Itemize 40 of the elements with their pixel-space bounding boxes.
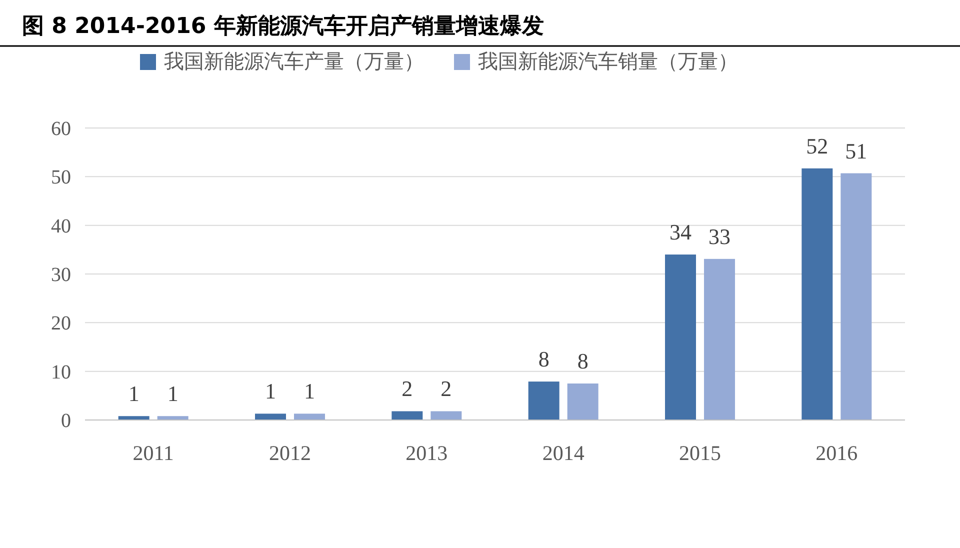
- bar: [840, 173, 872, 420]
- bar: [294, 414, 325, 420]
- bar: [665, 254, 696, 420]
- bar: [255, 414, 286, 420]
- data-label: 2: [402, 376, 413, 402]
- data-label: 1: [128, 381, 140, 406]
- bar: [118, 416, 150, 420]
- y-tick-label: 50: [51, 166, 71, 189]
- x-tick-label: 2015: [679, 441, 721, 465]
- data-label: 8: [577, 348, 588, 374]
- bar: [567, 384, 598, 420]
- y-tick-label: 20: [51, 312, 71, 335]
- data-label: 1: [304, 378, 315, 404]
- bar: [528, 382, 560, 420]
- bar: [392, 411, 423, 420]
- data-label: 34: [670, 220, 692, 245]
- data-label: 1: [265, 378, 276, 404]
- bar: [802, 168, 833, 420]
- x-tick-label: 2012: [269, 441, 311, 465]
- data-label: 33: [708, 224, 730, 249]
- bar: [430, 411, 462, 420]
- data-label: 52: [806, 133, 828, 158]
- y-tick-label: 40: [51, 215, 71, 238]
- y-tick-label: 0: [61, 410, 71, 432]
- x-tick-label: 2011: [132, 441, 174, 465]
- bar: [157, 416, 188, 420]
- data-label: 51: [845, 138, 868, 164]
- x-tick-label: 2016: [816, 441, 858, 465]
- y-tick-label: 10: [51, 361, 71, 384]
- bar: [704, 258, 735, 420]
- legend-label: 我国新能源汽车产量（万量）: [164, 49, 424, 73]
- data-label: 2: [440, 376, 452, 402]
- x-tick-label: 2013: [406, 441, 448, 465]
- data-label: 1: [167, 381, 178, 406]
- x-tick-label: 2014: [542, 441, 585, 465]
- legend-label: 我国新能源汽车销量（万量）: [478, 49, 738, 73]
- y-tick-label: 60: [51, 118, 71, 140]
- y-tick-label: 30: [51, 264, 71, 286]
- chart-title: 图 8 2014-2016 年新能源汽车开启产销量增速爆发: [22, 13, 544, 39]
- data-label: 8: [538, 346, 550, 372]
